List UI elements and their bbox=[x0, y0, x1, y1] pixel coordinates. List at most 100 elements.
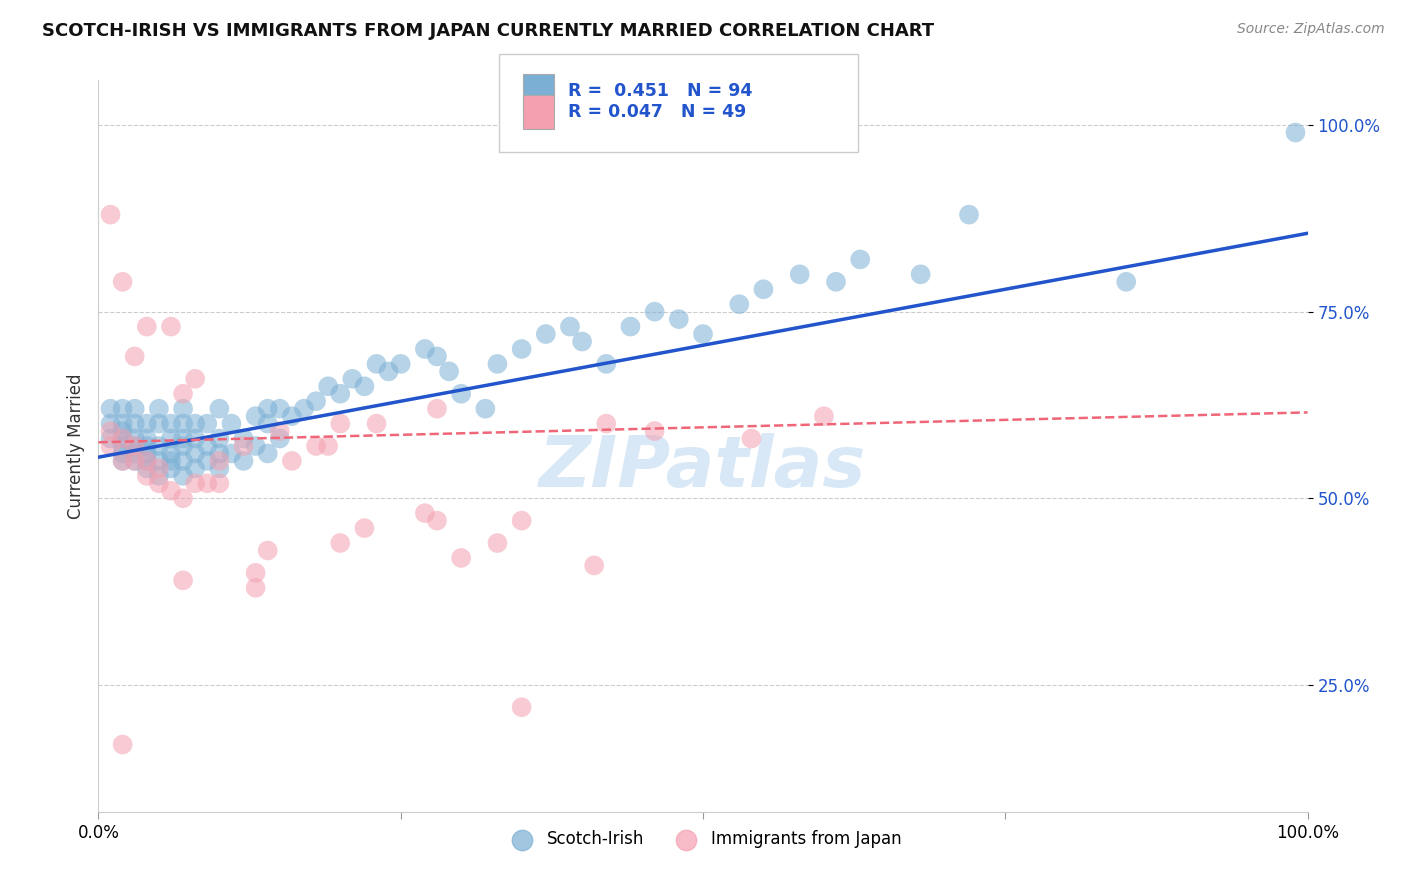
Point bbox=[849, 252, 872, 267]
Point bbox=[172, 401, 194, 416]
Point bbox=[160, 483, 183, 498]
Point bbox=[195, 454, 218, 468]
Point bbox=[813, 409, 835, 424]
Point bbox=[135, 439, 157, 453]
Point bbox=[366, 417, 388, 431]
Point bbox=[825, 275, 848, 289]
Text: ZIPatlas: ZIPatlas bbox=[540, 434, 866, 502]
Text: Source: ZipAtlas.com: Source: ZipAtlas.com bbox=[1237, 22, 1385, 37]
Point bbox=[160, 432, 183, 446]
Point bbox=[135, 461, 157, 475]
Point bbox=[148, 476, 170, 491]
Point bbox=[160, 319, 183, 334]
Point bbox=[111, 439, 134, 453]
Point bbox=[148, 439, 170, 453]
Point bbox=[184, 372, 207, 386]
Point bbox=[316, 379, 339, 393]
Point bbox=[692, 326, 714, 341]
Point bbox=[124, 350, 146, 364]
Point bbox=[172, 417, 194, 431]
Point bbox=[111, 417, 134, 431]
Point bbox=[389, 357, 412, 371]
Point bbox=[124, 454, 146, 468]
Point bbox=[160, 417, 183, 431]
Point bbox=[160, 446, 183, 460]
Point bbox=[111, 738, 134, 752]
Point bbox=[510, 700, 533, 714]
Point bbox=[172, 574, 194, 588]
Point bbox=[740, 432, 762, 446]
Point bbox=[208, 446, 231, 460]
Point bbox=[124, 439, 146, 453]
Point bbox=[172, 454, 194, 468]
Point bbox=[232, 439, 254, 453]
Point bbox=[221, 417, 243, 431]
Point bbox=[595, 357, 617, 371]
Point bbox=[172, 491, 194, 506]
Point bbox=[208, 401, 231, 416]
Point bbox=[148, 461, 170, 475]
Point bbox=[195, 476, 218, 491]
Point bbox=[510, 514, 533, 528]
Point bbox=[245, 409, 267, 424]
Point bbox=[124, 446, 146, 460]
Point bbox=[619, 319, 641, 334]
Point bbox=[135, 454, 157, 468]
Point bbox=[245, 439, 267, 453]
Point bbox=[172, 432, 194, 446]
Point bbox=[474, 401, 496, 416]
Point bbox=[245, 581, 267, 595]
Point bbox=[256, 417, 278, 431]
Point bbox=[172, 439, 194, 453]
Point bbox=[957, 208, 980, 222]
Point bbox=[135, 432, 157, 446]
Point bbox=[1115, 275, 1137, 289]
Point bbox=[100, 417, 122, 431]
Point bbox=[100, 401, 122, 416]
Point bbox=[148, 401, 170, 416]
Point bbox=[245, 566, 267, 580]
Point bbox=[195, 417, 218, 431]
Point bbox=[269, 401, 291, 416]
Point bbox=[329, 417, 352, 431]
Point bbox=[256, 401, 278, 416]
Point bbox=[111, 432, 134, 446]
Point bbox=[910, 268, 932, 282]
Point bbox=[135, 319, 157, 334]
Point bbox=[208, 461, 231, 475]
Point bbox=[232, 454, 254, 468]
Point bbox=[305, 439, 328, 453]
Text: R = 0.047   N = 49: R = 0.047 N = 49 bbox=[568, 103, 747, 121]
Point bbox=[124, 454, 146, 468]
Point bbox=[148, 468, 170, 483]
Point bbox=[184, 432, 207, 446]
Point bbox=[208, 432, 231, 446]
Point bbox=[353, 521, 375, 535]
Text: SCOTCH-IRISH VS IMMIGRANTS FROM JAPAN CURRENTLY MARRIED CORRELATION CHART: SCOTCH-IRISH VS IMMIGRANTS FROM JAPAN CU… bbox=[42, 22, 935, 40]
Point bbox=[160, 454, 183, 468]
Point bbox=[100, 208, 122, 222]
Text: R =  0.451   N = 94: R = 0.451 N = 94 bbox=[568, 82, 752, 100]
Point bbox=[316, 439, 339, 453]
Point bbox=[111, 432, 134, 446]
Point bbox=[195, 439, 218, 453]
Point bbox=[124, 439, 146, 453]
Point bbox=[728, 297, 751, 311]
Point bbox=[111, 454, 134, 468]
Point bbox=[437, 364, 460, 378]
Point bbox=[111, 275, 134, 289]
Point bbox=[510, 342, 533, 356]
Legend: Scotch-Irish, Immigrants from Japan: Scotch-Irish, Immigrants from Japan bbox=[498, 823, 908, 855]
Point bbox=[124, 401, 146, 416]
Point bbox=[366, 357, 388, 371]
Point bbox=[281, 409, 304, 424]
Point bbox=[208, 454, 231, 468]
Point bbox=[426, 401, 449, 416]
Point bbox=[148, 417, 170, 431]
Point bbox=[752, 282, 775, 296]
Point bbox=[486, 536, 509, 550]
Point bbox=[135, 468, 157, 483]
Point bbox=[450, 386, 472, 401]
Point bbox=[256, 543, 278, 558]
Point bbox=[135, 454, 157, 468]
